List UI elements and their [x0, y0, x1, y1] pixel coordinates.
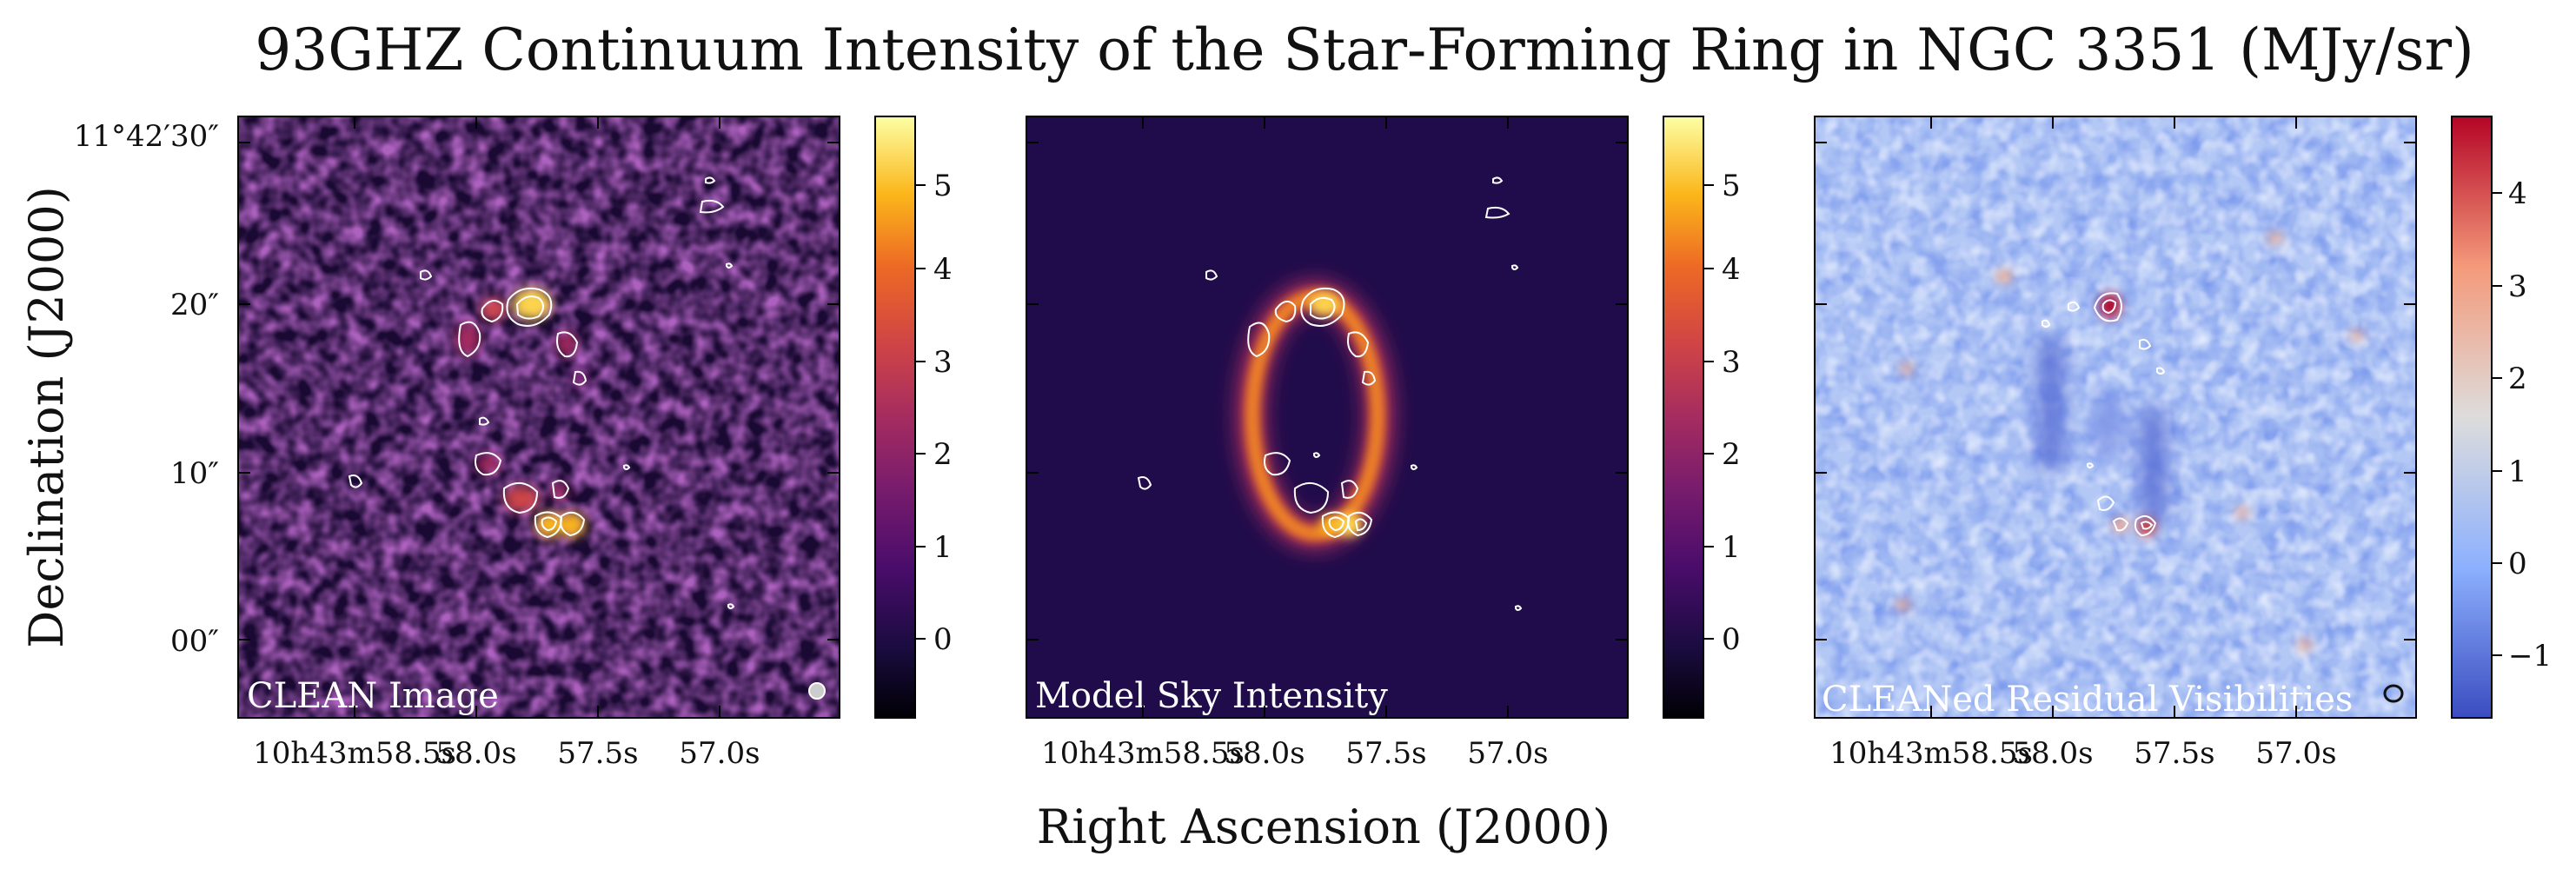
ra-tick-label: 57.5s [2134, 736, 2214, 771]
ra-tick-labels: 10h43m58.5s 58.0s 57.5s 57.0s [253, 736, 760, 771]
ra-tick-label: 10h43m58.5s [1041, 736, 1245, 771]
ra-tick-label: 57.5s [1345, 736, 1426, 771]
colorbar-tick-label: 0 [2508, 547, 2527, 581]
y-axis-label: Declination (J2000) [19, 186, 74, 648]
colorbar-tick-label: 1 [1722, 530, 1741, 565]
ra-tick-label: 57.0s [679, 736, 760, 771]
colorbar-tick-label: 3 [1722, 345, 1741, 380]
colorbar-tick-label: 3 [2508, 269, 2527, 304]
colorbar-tick-label: 3 [933, 345, 953, 380]
dec-tick-labels: 11°42′30″ 20″ 10″ 00″ [74, 119, 219, 659]
ra-tick-label: 10h43m58.5s [253, 736, 456, 771]
dec-tick-label: 00″ [170, 624, 219, 659]
dec-tick-label: 11°42′30″ [74, 119, 219, 154]
dec-tick-label: 10″ [170, 456, 219, 491]
colorbar-tick-label: 5 [933, 169, 953, 203]
colorbar-tick-label: 4 [2508, 176, 2527, 211]
colorbar-tick-label: 4 [1722, 252, 1741, 287]
colorbar-cleaned-residual-visibilities: −1 0 1 2 3 4 [2451, 116, 2552, 719]
ra-tick-label: 58.0s [435, 736, 516, 771]
colorbar-tick-label: 2 [933, 437, 953, 472]
ra-tick-label: 57.5s [557, 736, 638, 771]
colorbar-tick-label: 0 [1722, 622, 1741, 657]
ra-tick-labels: 10h43m58.5s 58.0s 57.5s 57.0s [1041, 736, 1548, 771]
colorbar-tick-label: 1 [2508, 455, 2527, 489]
panel-model-sky-intensity: Model Sky Intensity 10h43m58.5s 58.0s 57… [1026, 116, 1741, 771]
colorbar-tick-label: 2 [2508, 362, 2527, 396]
figure-title: 93GHZ Continuum Intensity of the Star-Fo… [255, 17, 2474, 83]
ra-tick-label: 10h43m58.5s [1829, 736, 2033, 771]
colorbar-tick-label: −1 [2508, 639, 2552, 674]
colorbar-model-sky-intensity: 0 1 2 3 4 5 [1663, 116, 1741, 719]
colorbar-tick-label: 0 [933, 622, 953, 657]
colorbar-tick-label: 5 [1722, 169, 1741, 203]
colorbar-tick-label: 2 [1722, 437, 1741, 472]
colorbar-clean-image: 0 1 2 3 4 5 [874, 116, 953, 719]
x-axis-label: Right Ascension (J2000) [1037, 800, 1610, 854]
ra-tick-labels: 10h43m58.5s 58.0s 57.5s 57.0s [1829, 736, 2336, 771]
panel-clean-image: CLEAN Image 10h43m58.5s 58.0s 57.5s 57. [237, 116, 953, 771]
panel-label: Model Sky Intensity [1035, 676, 1388, 716]
panel-label: CLEAN Image [247, 676, 499, 716]
panel-cleaned-residual-visibilities: CLEANed Residual Visibilities 10h43m58.5… [1814, 116, 2552, 771]
colorbar-tick-label: 1 [933, 530, 953, 565]
ra-tick-label: 58.0s [2012, 736, 2093, 771]
ra-tick-label: 57.0s [1467, 736, 1548, 771]
colorbar-tick-label: 4 [933, 252, 953, 287]
ra-tick-label: 58.0s [1224, 736, 1305, 771]
ra-tick-label: 57.0s [2255, 736, 2336, 771]
dec-tick-label: 20″ [170, 288, 219, 322]
panel-label: CLEANed Residual Visibilities [1822, 680, 2353, 720]
